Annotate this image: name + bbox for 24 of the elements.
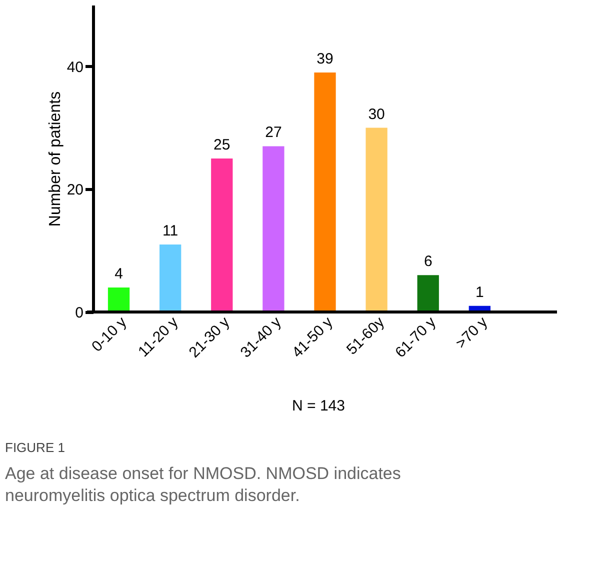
data-label: 30 (368, 106, 385, 123)
bar (314, 72, 336, 312)
text: Age at disease onset for NMOSD. NMOSD indicates neuromyelitis optica spectrum disorder. (5, 464, 401, 505)
bar (211, 158, 233, 312)
y-tick-label: 0 (75, 304, 84, 322)
y-axis-title: Number of patients (46, 91, 64, 227)
data-label: 1 (475, 284, 484, 301)
x-tick-label: >70 y (452, 313, 492, 352)
data-label: 27 (265, 124, 282, 142)
bar (417, 275, 439, 312)
caption: FIGURE 1 (5, 440, 65, 455)
bar (262, 146, 284, 312)
x-tick-label: 0-10 y (88, 313, 130, 356)
bar (366, 128, 388, 312)
bar (160, 244, 182, 312)
data-label: 25 (214, 136, 230, 154)
bar (108, 287, 130, 312)
y-tick-label: 20 (66, 182, 84, 199)
data-label: 39 (316, 50, 334, 68)
x-axis-title: N = 143 (292, 397, 345, 414)
data-label: 6 (424, 253, 432, 270)
data-label: 4 (114, 265, 123, 282)
data-label: 11 (162, 222, 178, 240)
y-tick-label: 40 (66, 58, 84, 76)
